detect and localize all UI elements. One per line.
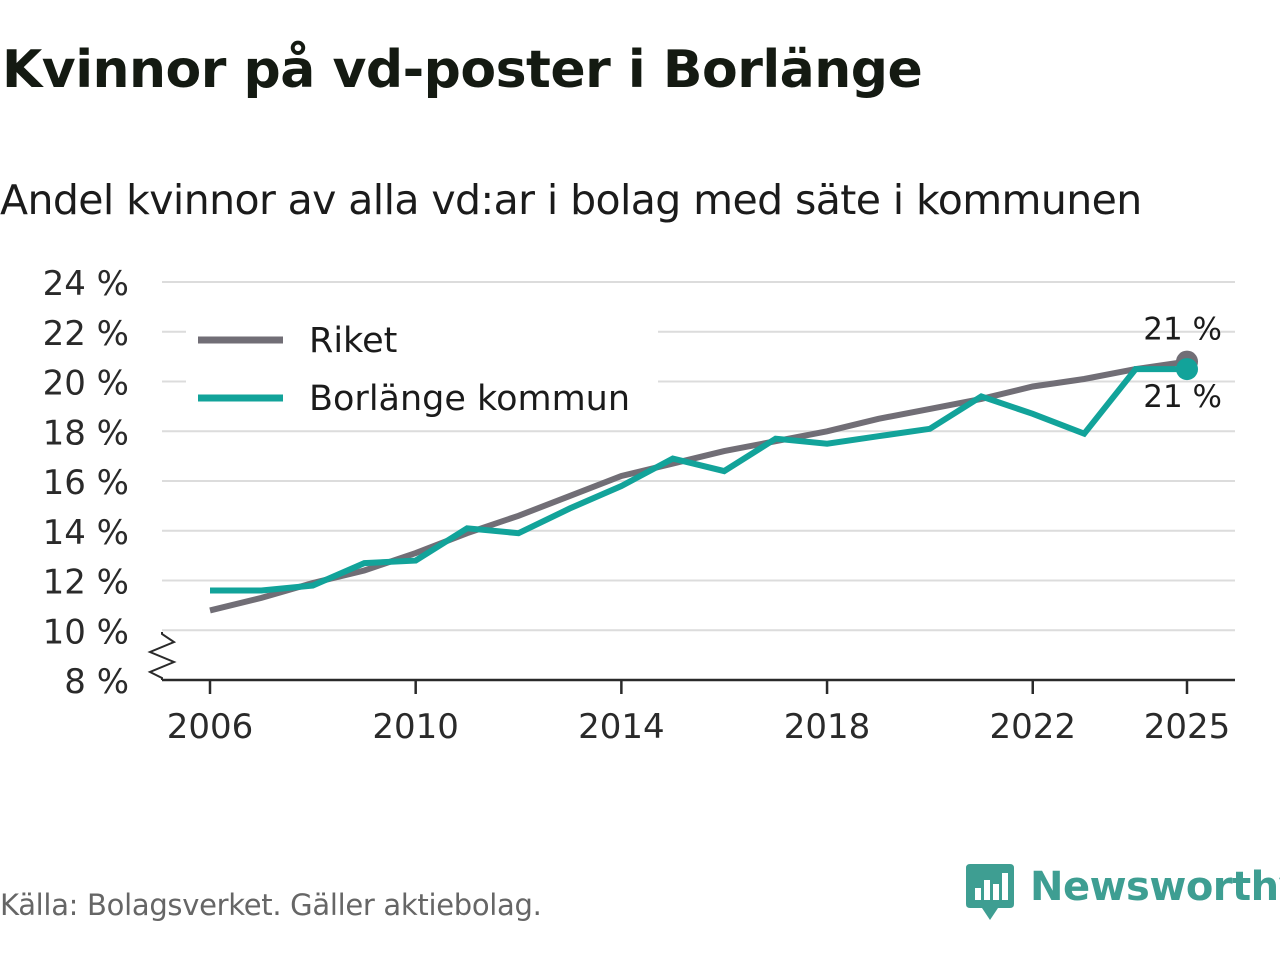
brand-name: Newsworthy bbox=[1030, 864, 1280, 910]
legend: Riket Borlänge kommun bbox=[186, 312, 658, 430]
chart-title: Kvinnor på vd-poster i Borlänge bbox=[2, 40, 923, 100]
x-tick-label: 2018 bbox=[784, 707, 871, 747]
y-tick-label: 24 % bbox=[43, 264, 129, 304]
y-tick-label: 14 % bbox=[43, 513, 129, 553]
y-tick-label: 8 % bbox=[64, 662, 129, 702]
series-line bbox=[210, 366, 1187, 594]
source-note: Källa: Bolagsverket. Gäller aktiebolag. bbox=[0, 888, 542, 922]
y-axis-break bbox=[147, 632, 177, 680]
y-tick-label: 22 % bbox=[43, 314, 129, 354]
y-tick-label: 20 % bbox=[43, 364, 129, 404]
series-end-label: 21 % bbox=[1143, 312, 1222, 348]
end-labels: 21 % 21 % bbox=[1143, 312, 1222, 415]
legend-label: Riket bbox=[309, 321, 397, 361]
axes: 8 % 10 % 12 % 14 % 16 % 18 % 20 % 22 % 24 % 2006 2… bbox=[43, 264, 1235, 747]
y-tick-label: 10 % bbox=[43, 612, 129, 652]
x-tick-label: 2025 bbox=[1144, 707, 1231, 747]
newsworthy-logo-icon bbox=[966, 864, 1014, 920]
legend-background bbox=[186, 312, 658, 430]
x-tick-label: 2006 bbox=[167, 707, 254, 747]
chart-subtitle: Andel kvinnor av alla vd:ar i bolag med … bbox=[0, 176, 1142, 224]
series-end-label: 21 % bbox=[1143, 379, 1222, 415]
line-chart: 8 % 10 % 12 % 14 % 16 % 18 % 20 % 22 % 24 % 2006 2… bbox=[43, 264, 1235, 747]
x-tick-label: 2022 bbox=[989, 707, 1076, 747]
y-tick-label: 16 % bbox=[43, 463, 129, 503]
series-line bbox=[209, 358, 1188, 614]
legend-label: Borlänge kommun bbox=[309, 379, 630, 419]
series-lines bbox=[209, 350, 1198, 614]
x-tick-label: 2014 bbox=[578, 707, 665, 747]
y-tick-label: 18 % bbox=[43, 413, 129, 453]
brand-logo: Newsworthy bbox=[964, 862, 1280, 926]
series-end-marker bbox=[1176, 358, 1198, 381]
x-tick-label: 2010 bbox=[372, 707, 459, 747]
y-tick-label: 12 % bbox=[43, 563, 129, 603]
